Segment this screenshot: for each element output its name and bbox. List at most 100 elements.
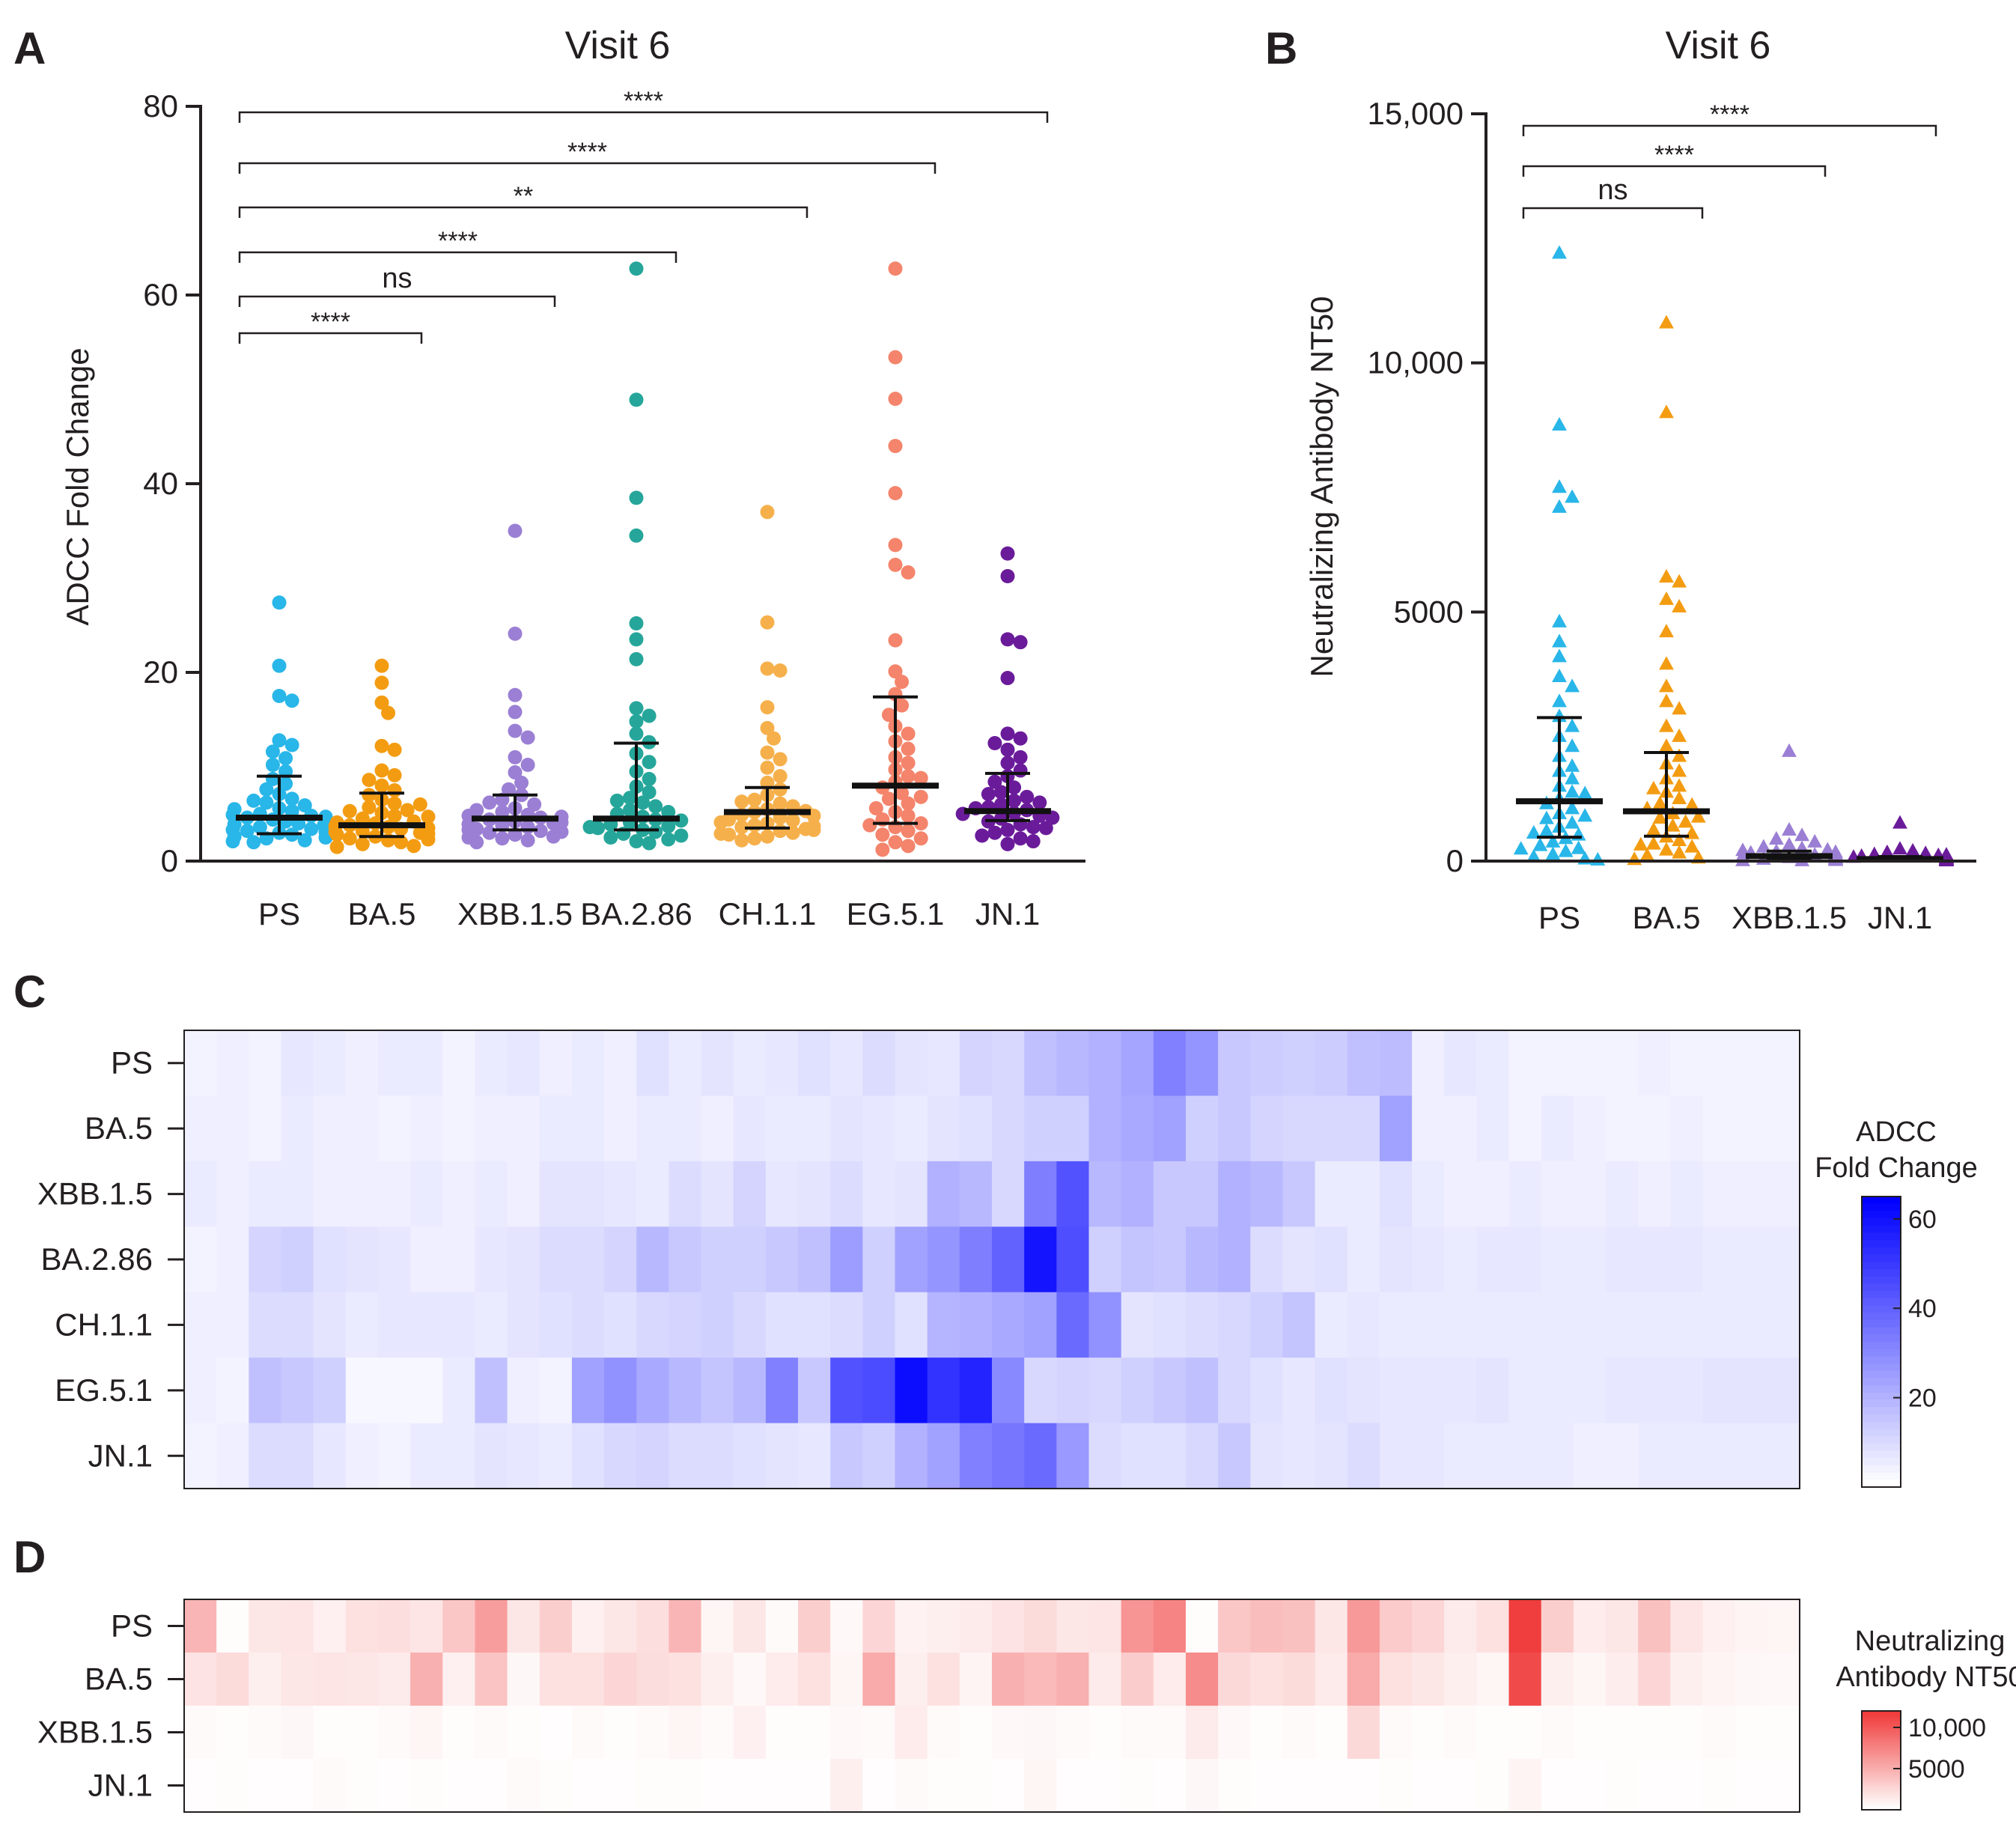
- panel-c-heatmap-cell: [895, 1292, 928, 1358]
- panel-a-x-tick-label: BA.5: [347, 896, 415, 931]
- panel-a-significance-label: ns: [382, 263, 412, 294]
- panel-b-point-ba-5: [1659, 718, 1674, 732]
- panel-c-heatmap-cell: [1638, 1030, 1671, 1097]
- panel-c-heatmap-cell: [765, 1423, 799, 1489]
- panel-c-heatmap-cell: [992, 1030, 1025, 1097]
- panel-c-heatmap-cell: [1606, 1030, 1639, 1097]
- panel-d-heatmap-cell: [571, 1706, 605, 1760]
- panel-d-heatmap-cell: [1218, 1706, 1251, 1760]
- panel-c-heatmap-cell: [1153, 1292, 1187, 1358]
- panel-d-heatmap-cell: [249, 1599, 282, 1653]
- panel-a-significance-label: ****: [624, 87, 663, 115]
- panel-d-heatmap-cell: [475, 1706, 508, 1760]
- panel-a-point-ba-2-86: [629, 834, 644, 849]
- panel-d-heatmap-cell: [1315, 1653, 1348, 1706]
- panel-c-heatmap-cell: [1541, 1423, 1574, 1489]
- panel-c-colorbar-step: [1862, 1291, 1901, 1299]
- panel-a-point-xbb-1-5: [501, 782, 516, 797]
- panel-b-point-ps: [1565, 800, 1580, 815]
- panel-d-colorbar-step: [1862, 1728, 1901, 1732]
- panel-d-heatmap-cell: [1185, 1599, 1219, 1653]
- panel-d-heatmap-cell: [1088, 1599, 1122, 1653]
- panel-c-heatmap-cell: [1735, 1095, 1768, 1162]
- panel-a-point-ps: [225, 834, 240, 849]
- panel-c-heatmap-cell: [1508, 1423, 1542, 1489]
- panel-c-heatmap-cell: [1315, 1358, 1348, 1424]
- panel-c-heatmap-cell: [1670, 1030, 1704, 1097]
- panel-d-heatmap-cell: [959, 1759, 993, 1813]
- panel-d-heatmap-cell: [1024, 1599, 1057, 1653]
- panel-letter-d: D: [13, 1532, 46, 1582]
- panel-c-colorbar-step: [1862, 1414, 1901, 1423]
- panel-d-heatmap-cell: [701, 1599, 734, 1653]
- panel-a-point-jn-1: [1000, 568, 1015, 583]
- panel-b-comparison-bracket: [1522, 165, 1827, 177]
- panel-c-heatmap-cell: [410, 1292, 443, 1358]
- panel-a-point-ba-2-86: [636, 795, 651, 810]
- panel-c-heatmap-cell: [1735, 1030, 1768, 1097]
- panel-d-heatmap-cell: [507, 1653, 540, 1706]
- panel-a-point-eg-5-1: [901, 756, 916, 770]
- panel-c-heatmap-cell: [1250, 1095, 1284, 1162]
- panel-b-point-ba-5: [1672, 763, 1687, 777]
- panel-a-y-tick-label: 0: [161, 843, 178, 878]
- panel-c-heatmap-cell: [1121, 1226, 1154, 1293]
- panel-a-point-ba-5: [362, 773, 377, 788]
- panel-b-point-jn-1: [1892, 841, 1907, 855]
- panel-c-heatmap-cell: [216, 1030, 249, 1097]
- panel-c-heatmap-cell: [1670, 1095, 1704, 1162]
- panel-c-heatmap-cell: [895, 1095, 928, 1162]
- panel-d-colorbar-tick-label: 10,000: [1908, 1714, 1986, 1742]
- panel-c-heatmap-cell: [313, 1161, 347, 1227]
- panel-c-heatmap-cell: [1573, 1030, 1607, 1097]
- panel-a-point-jn-1: [987, 736, 1002, 750]
- panel-c-heatmap-cell: [927, 1358, 960, 1424]
- panel-d-heatmap-cell: [1347, 1653, 1380, 1706]
- panel-c-colorbar-step: [1862, 1232, 1901, 1241]
- panel-a-point-ba-2-86: [622, 803, 637, 818]
- panel-b-point-ps: [1565, 758, 1580, 772]
- panel-d-heatmap-cell: [636, 1599, 669, 1653]
- panel-d-colorbar-step: [1862, 1765, 1901, 1769]
- panel-b-y-tick-label: 0: [1446, 843, 1464, 878]
- panel-c-heatmap-cell: [701, 1030, 734, 1097]
- panel-c-heatmap-cell: [765, 1226, 799, 1293]
- panel-c-heatmap-cell: [959, 1161, 993, 1227]
- panel-a-point-jn-1: [1045, 810, 1060, 825]
- panel-a-point-jn-1: [1013, 831, 1028, 846]
- panel-d-heatmap-cell: [281, 1653, 314, 1706]
- panel-c-heatmap-cell: [959, 1030, 993, 1097]
- panel-a-point-ba-2-86: [629, 714, 644, 729]
- panel-c-heatmap-cell: [1185, 1095, 1219, 1162]
- panel-c-heatmap-cell: [636, 1358, 669, 1424]
- panel-c-heatmap-cell: [1056, 1095, 1090, 1162]
- panel-c-heatmap-cell: [1638, 1095, 1671, 1162]
- panel-a-point-ba-5: [342, 831, 357, 846]
- panel-a-point-jn-1: [975, 828, 990, 843]
- panel-c-heatmap-cell: [1153, 1161, 1187, 1227]
- panel-c-heatmap-cell: [1412, 1226, 1445, 1293]
- panel-c-heatmap-cell: [442, 1161, 476, 1227]
- panel-c-colorbar-step: [1862, 1218, 1901, 1226]
- panel-b-point-ba-5: [1672, 598, 1687, 612]
- panel-c-heatmap-cell: [830, 1161, 863, 1227]
- panel-c-heatmap-cell: [1218, 1030, 1251, 1097]
- panel-a-point-eg-5-1: [913, 789, 928, 804]
- panel-d-heatmap-cell: [410, 1759, 443, 1813]
- panel-d-heatmap-cell: [539, 1653, 573, 1706]
- panel-a-point-ps: [252, 820, 267, 835]
- panel-d-heatmap-cell: [1541, 1706, 1574, 1760]
- panel-c-heatmap-cell: [1606, 1423, 1639, 1489]
- panel-d-heatmap-cell: [733, 1653, 767, 1706]
- panel-c-heatmap-cell: [507, 1226, 540, 1293]
- panel-c-heatmap-cell: [1121, 1358, 1154, 1424]
- panel-a-point-eg-5-1: [913, 831, 928, 846]
- panel-a-point-ba-2-86: [674, 828, 689, 843]
- panel-d-heatmap-cell: [507, 1599, 540, 1653]
- panel-d-heatmap-cell: [507, 1759, 540, 1813]
- panel-a-point-ba-5: [374, 738, 389, 753]
- panel-c-heatmap-cell: [798, 1095, 831, 1162]
- panel-d-colorbar-title-1: Neutralizing: [1855, 1626, 2006, 1657]
- panel-d-heatmap-cell: [1735, 1759, 1768, 1813]
- panel-b-point-xbb-1-5: [1782, 743, 1797, 757]
